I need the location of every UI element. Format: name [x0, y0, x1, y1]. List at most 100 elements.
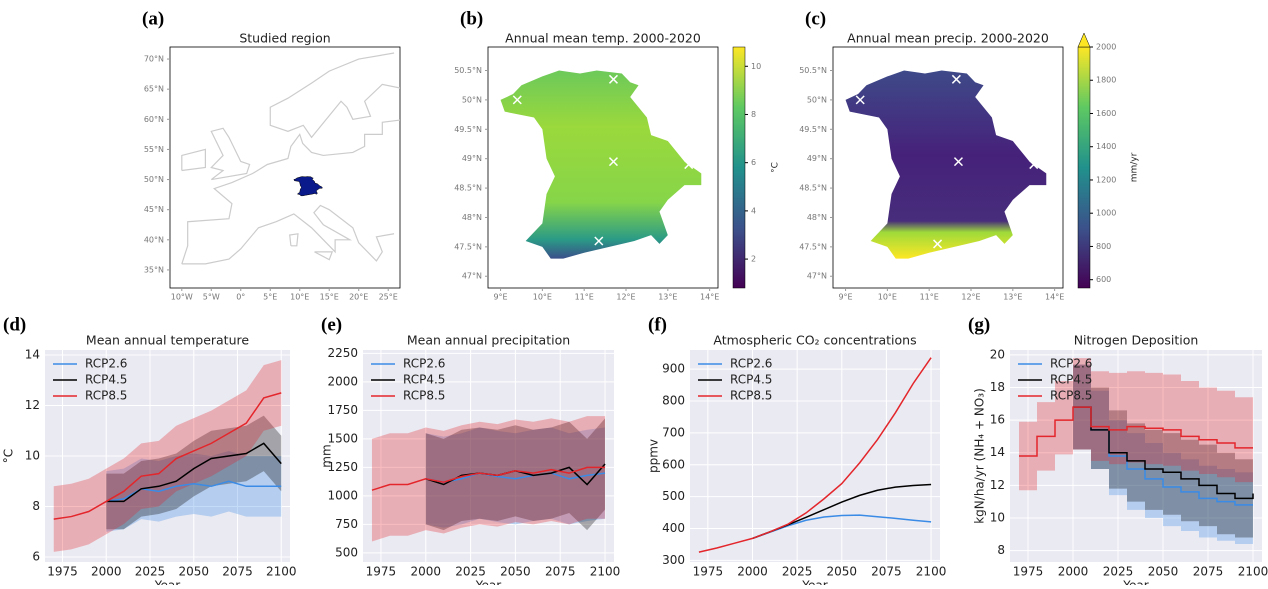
x-tick-label: 14°E: [1045, 293, 1064, 302]
legend-label: RCP2.6: [403, 357, 445, 371]
map-frame: [169, 46, 401, 289]
legend-label: RCP8.5: [730, 389, 772, 403]
chart-title: Mean annual precipitation: [407, 333, 570, 348]
y-tick-label: 12: [990, 478, 1005, 492]
x-tick-label: 1975: [366, 565, 397, 579]
y-tick-label: 49.5°N: [799, 125, 827, 134]
site-marker: [933, 239, 943, 249]
x-tick-label: 2100: [590, 565, 621, 579]
y-tick-label: 16: [990, 413, 1005, 427]
y-tick-label: 2250: [327, 346, 358, 360]
series-line: [371, 466, 606, 491]
x-tick-label: 2100: [266, 565, 297, 579]
uncertainty-band: [106, 415, 282, 530]
legend-label: RCP8.5: [85, 389, 127, 403]
y-tick-label: 35°N: [144, 265, 164, 274]
x-tick-label: 10°E: [878, 293, 897, 302]
marker-cross: [855, 95, 865, 105]
x-tick-label: 13°E: [1003, 293, 1022, 302]
x-tick-label: 15°E: [320, 293, 339, 302]
y-tick-label: 48.5°N: [799, 184, 827, 193]
series-line: [1019, 406, 1253, 457]
x-tick-label: 5°W: [203, 293, 220, 302]
x-tick-label: 2025: [1103, 565, 1134, 579]
coastline: [181, 148, 206, 172]
legend-label: RCP4.5: [85, 373, 127, 387]
y-tick-label: 18: [990, 380, 1005, 394]
colorbar-tick-label: 1600: [1096, 109, 1116, 118]
x-tick-label: 12°E: [616, 293, 635, 302]
site-marker: [855, 95, 865, 105]
chart-title: Nitrogen Deposition: [1074, 333, 1199, 348]
site-marker: [1029, 160, 1039, 170]
x-tick-label: 2075: [222, 565, 253, 579]
uncertainty-band: [371, 416, 606, 542]
colorbar-extend: [1077, 32, 1091, 48]
y-tick-label: 900: [662, 362, 685, 376]
site-marker: [608, 74, 618, 84]
y-tick-label: 70°N: [144, 55, 164, 64]
uncertainty-band: [425, 418, 606, 531]
y-tick-label: 50°N: [462, 95, 482, 104]
colorbar-tick-label: 6: [751, 158, 756, 167]
y-tick-label: 50.5°N: [454, 66, 482, 75]
coastline: [269, 52, 400, 139]
series-line: [1073, 406, 1254, 500]
y-axis-label: kgN/ha/yr (NH₄ + NO₃): [973, 388, 987, 524]
x-tick-label: 1975: [47, 565, 78, 579]
x-tick-label: 25°E: [379, 293, 398, 302]
y-axis-label: °C: [2, 449, 16, 463]
y-tick-label: 48°N: [807, 213, 827, 222]
legend-label: RCP8.5: [1050, 389, 1092, 403]
y-tick-label: 2000: [327, 374, 358, 388]
uncertainty-band: [53, 360, 282, 552]
series-line: [53, 392, 282, 520]
region-field: [500, 70, 702, 259]
x-tick-label: 2000: [737, 565, 768, 579]
panel-label: (d): [3, 314, 26, 335]
y-axis-label: ppmv: [647, 439, 661, 473]
x-tick-label: 2050: [1148, 565, 1179, 579]
studied-region: [293, 176, 323, 197]
series-line: [698, 357, 932, 553]
marker-cross: [512, 95, 522, 105]
legend-label: RCP2.6: [85, 357, 127, 371]
uncertainty-band: [1073, 364, 1253, 545]
x-tick-label: 2050: [827, 565, 858, 579]
x-tick-label: 2075: [1193, 565, 1224, 579]
y-tick-label: 8: [32, 499, 40, 513]
x-axis-label: Year: [154, 579, 180, 586]
y-tick-label: 50°N: [807, 95, 827, 104]
uncertainty-band: [1019, 358, 1253, 491]
colorbar-tick-label: 1000: [1096, 209, 1116, 218]
series-line: [106, 442, 282, 503]
y-tick-label: 49.5°N: [454, 125, 482, 134]
x-tick-label: 2075: [545, 565, 576, 579]
legend-label: RCP4.5: [730, 373, 772, 387]
site-marker: [951, 74, 961, 84]
x-axis-label: Year: [801, 579, 827, 586]
plot-background: [690, 350, 940, 562]
uncertainty-band: [425, 427, 606, 528]
y-tick-label: 40°N: [144, 235, 164, 244]
y-tick-label: 500: [662, 489, 685, 503]
site-marker: [594, 236, 604, 246]
colorbar-tick-label: 1200: [1096, 175, 1116, 184]
x-tick-label: 2075: [871, 565, 902, 579]
x-tick-label: 2050: [178, 565, 209, 579]
marker-cross: [951, 74, 961, 84]
site-marker: [953, 157, 963, 167]
x-axis-label: Year: [475, 579, 501, 586]
colorbar-label: mm/yr: [1130, 152, 1140, 182]
panel-label: (e): [321, 314, 342, 335]
y-tick-label: 47°N: [807, 272, 827, 281]
y-tick-label: 500: [335, 545, 358, 559]
colorbar-tick-label: 800: [1096, 242, 1111, 251]
y-tick-label: 8: [997, 543, 1005, 557]
y-tick-label: 60°N: [144, 115, 164, 124]
panel-label: (g): [968, 314, 990, 335]
coastline: [289, 233, 299, 247]
colorbar-tick-label: 1800: [1096, 76, 1116, 85]
y-tick-label: 55°N: [144, 145, 164, 154]
panel-label: (f): [648, 314, 667, 335]
